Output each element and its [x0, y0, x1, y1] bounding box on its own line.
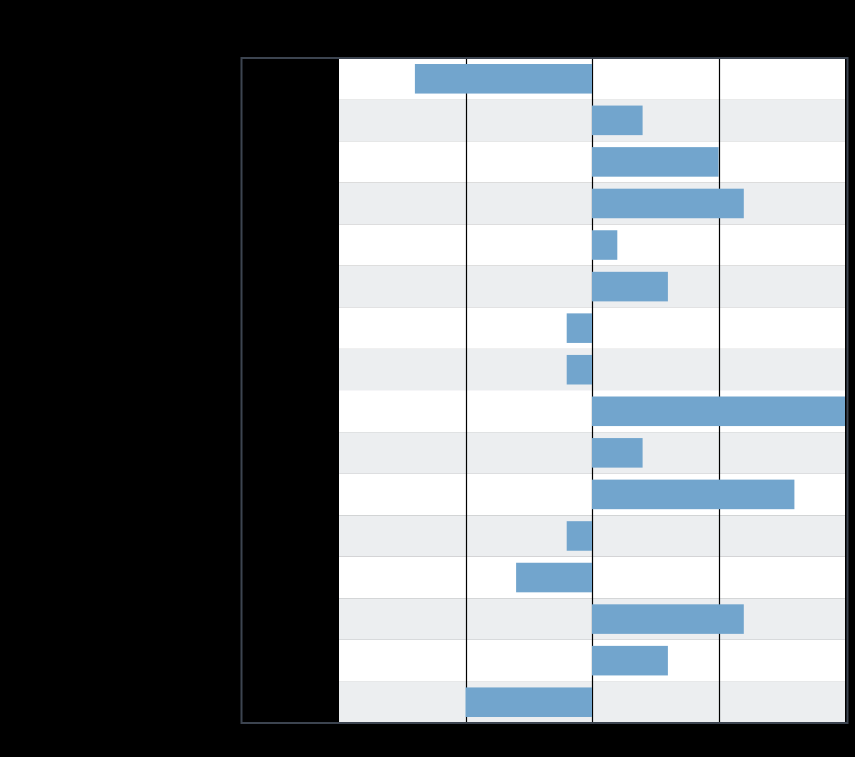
- bar: [414, 64, 592, 94]
- bar: [592, 230, 618, 260]
- bar: [592, 645, 668, 676]
- bar: [566, 521, 592, 551]
- label-gutter: [242, 58, 339, 723]
- bar: [566, 354, 592, 385]
- bar: [592, 438, 643, 468]
- bar: [465, 687, 592, 717]
- bar: [566, 313, 592, 343]
- bar: [592, 396, 845, 427]
- bar: [592, 479, 795, 510]
- bar: [592, 188, 744, 219]
- plot-frame: [240, 57, 849, 724]
- bar: [592, 271, 668, 302]
- bars: [414, 64, 845, 717]
- bar: [516, 562, 592, 593]
- bar: [592, 105, 643, 136]
- bar: [592, 147, 719, 177]
- bar: [592, 604, 744, 634]
